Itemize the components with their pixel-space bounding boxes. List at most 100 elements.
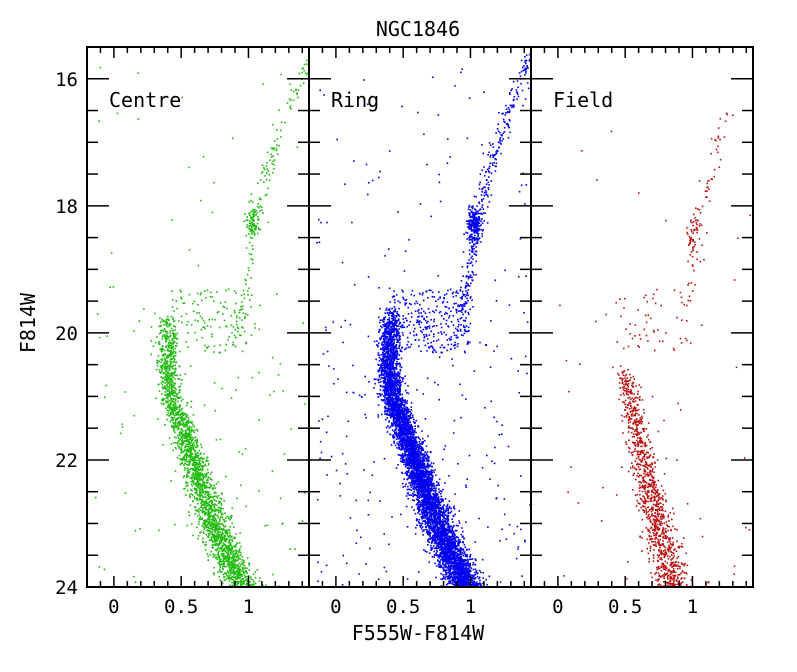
data-point xyxy=(241,453,244,455)
data-point xyxy=(249,591,251,593)
data-point xyxy=(174,326,177,328)
data-point xyxy=(182,434,184,436)
data-point xyxy=(279,497,282,500)
data-point xyxy=(194,473,197,475)
data-point xyxy=(166,406,169,408)
data-point xyxy=(109,286,111,289)
data-point xyxy=(172,325,175,327)
data-point xyxy=(150,353,152,356)
data-point xyxy=(161,359,163,362)
data-point xyxy=(199,492,201,495)
data-point xyxy=(168,391,170,393)
data-point xyxy=(490,589,492,591)
data-point xyxy=(194,331,196,334)
data-point xyxy=(175,361,177,364)
data-point xyxy=(249,583,252,586)
data-point xyxy=(171,361,174,364)
data-point xyxy=(174,402,177,404)
data-point xyxy=(184,449,187,452)
data-point xyxy=(235,555,237,558)
data-point xyxy=(241,589,243,591)
data-point xyxy=(199,509,202,511)
data-point xyxy=(207,510,210,512)
data-point xyxy=(238,569,241,571)
data-point xyxy=(238,572,240,574)
data-point xyxy=(199,484,201,486)
data-point xyxy=(182,430,184,432)
data-point xyxy=(248,287,250,289)
data-point xyxy=(204,322,206,324)
data-point xyxy=(190,480,192,483)
data-point xyxy=(158,390,161,392)
data-point xyxy=(195,442,198,444)
data-point xyxy=(229,551,232,554)
data-point xyxy=(234,592,236,594)
data-point xyxy=(456,594,458,596)
data-point xyxy=(160,347,163,350)
data-point xyxy=(262,584,264,586)
data-point xyxy=(218,547,220,549)
data-point xyxy=(251,221,253,224)
data-point xyxy=(224,546,227,549)
data-point xyxy=(224,540,227,543)
data-point xyxy=(240,308,242,311)
data-point xyxy=(161,368,164,371)
data-point xyxy=(217,506,220,509)
data-point xyxy=(162,381,165,383)
data-point xyxy=(231,581,233,584)
data-point xyxy=(410,423,412,426)
data-point xyxy=(469,566,471,568)
data-point xyxy=(155,341,157,344)
data-point xyxy=(218,506,221,509)
data-point xyxy=(257,203,260,205)
data-point xyxy=(451,594,453,596)
data-point xyxy=(240,484,242,487)
data-point xyxy=(206,325,209,327)
data-point xyxy=(429,513,432,516)
data-point xyxy=(175,419,177,422)
data-point xyxy=(186,428,189,431)
data-point xyxy=(191,436,193,439)
data-point xyxy=(183,439,185,442)
data-point xyxy=(254,592,256,594)
data-point xyxy=(295,88,297,91)
data-point xyxy=(213,492,216,494)
data-point xyxy=(241,591,243,593)
data-point xyxy=(233,595,235,597)
data-point xyxy=(426,454,429,457)
data-point xyxy=(418,522,421,524)
data-point xyxy=(250,258,252,260)
data-point xyxy=(193,442,195,444)
data-point xyxy=(217,495,220,497)
data-point xyxy=(234,599,236,601)
data-point xyxy=(422,520,424,522)
data-point xyxy=(180,432,182,434)
data-point xyxy=(209,533,211,536)
data-point xyxy=(472,594,474,596)
data-point xyxy=(221,531,224,534)
data-point xyxy=(430,537,432,539)
data-point xyxy=(161,380,164,382)
data-point xyxy=(428,470,430,473)
data-point xyxy=(432,505,435,508)
data-point xyxy=(196,429,199,432)
data-point xyxy=(163,385,166,387)
data-point xyxy=(240,581,243,583)
data-point xyxy=(214,543,217,545)
data-point xyxy=(204,521,206,524)
data-point xyxy=(377,354,380,356)
data-point xyxy=(174,423,176,426)
data-point xyxy=(431,547,434,549)
data-point xyxy=(407,485,409,488)
data-point xyxy=(259,205,262,207)
data-point xyxy=(198,489,201,491)
data-point xyxy=(161,399,163,401)
data-point xyxy=(173,320,175,323)
data-point xyxy=(187,416,190,419)
data-point xyxy=(248,593,250,595)
data-point xyxy=(235,580,237,583)
data-point xyxy=(442,511,445,513)
data-point xyxy=(235,590,237,592)
data-point xyxy=(398,380,400,383)
data-point xyxy=(178,389,181,391)
